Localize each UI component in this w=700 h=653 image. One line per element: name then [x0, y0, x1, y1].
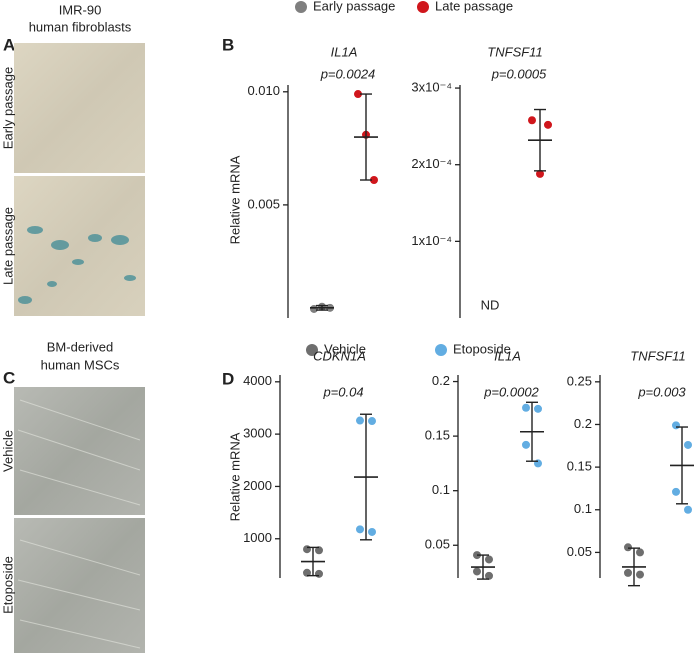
y-tick-label: 0.15 [425, 428, 450, 443]
data-point [303, 568, 311, 577]
y-tick-label: 4000 [243, 373, 272, 388]
legend-marker [417, 1, 429, 13]
data-point [310, 304, 318, 313]
data-point [368, 417, 376, 426]
y-tick-label: 0.1 [432, 482, 450, 497]
p-value: p=0.003 [637, 384, 686, 399]
image-title: IMR-90 [59, 2, 102, 17]
micrograph [14, 43, 145, 173]
cell-texture [17, 399, 141, 649]
data-point [473, 567, 481, 576]
data-point [303, 545, 311, 554]
legend-label: Late passage [435, 0, 513, 13]
data-point [315, 569, 323, 578]
data-point [522, 440, 530, 449]
y-tick-label: 0.2 [432, 373, 450, 388]
panel-label: B [222, 35, 234, 54]
p-value: p=0.0005 [491, 66, 547, 81]
data-point [354, 90, 362, 99]
data-point [356, 525, 364, 534]
data-point [534, 404, 542, 413]
y-tick-label: 0.05 [425, 537, 450, 552]
y-tick-label: 0.1 [574, 501, 592, 516]
image-label: Vehicle [0, 430, 15, 472]
y-tick-label: 0.010 [247, 83, 280, 98]
image-label: Early passage [0, 67, 15, 149]
legend-label: Etoposide [453, 341, 511, 356]
legend-marker [306, 344, 318, 356]
data-point [544, 120, 552, 129]
y-tick-label: 0.25 [567, 373, 592, 388]
stain [18, 226, 136, 304]
data-point [485, 571, 493, 580]
micrograph [14, 518, 145, 653]
p-value: p=0.04 [322, 384, 363, 399]
data-point [356, 416, 364, 425]
data-point [636, 548, 644, 557]
y-axis-label: Relative mRNA [227, 155, 242, 244]
subplot-title: IL1A [331, 44, 358, 59]
image-title: BM-derived [47, 339, 113, 354]
micrograph [14, 176, 145, 316]
subplot-title: CDKN1A [313, 348, 366, 363]
y-tick-label: 2x10⁻⁴ [411, 156, 452, 171]
y-tick-label: 1000 [243, 530, 272, 545]
data-point [485, 555, 493, 564]
subplot-title: TNFSF11 [487, 44, 542, 59]
y-tick-label: 0.05 [567, 544, 592, 559]
y-tick-label: 0.005 [247, 196, 280, 211]
panel-label: C [3, 368, 15, 387]
p-value: p=0.0002 [483, 384, 539, 399]
data-point [684, 440, 692, 449]
data-point [672, 421, 680, 430]
y-tick-label: 1x10⁻⁴ [411, 233, 452, 248]
data-point [684, 505, 692, 514]
legend-label: Vehicle [324, 341, 366, 356]
legend-label: Early passage [313, 0, 395, 13]
legend-marker [435, 344, 447, 356]
data-point [672, 487, 680, 496]
y-tick-label: 3x10⁻⁴ [411, 80, 452, 95]
data-point [368, 527, 376, 536]
data-point [624, 568, 632, 577]
y-tick-label: 3000 [243, 426, 272, 441]
image-title: human fibroblasts [29, 19, 132, 34]
data-point [636, 570, 644, 579]
legend-marker [295, 1, 307, 13]
data-point [528, 116, 536, 125]
subplot-title: TNFSF11 [630, 348, 685, 363]
image-title: human MSCs [41, 357, 120, 372]
data-point [624, 543, 632, 552]
subplot-title: IL1A [494, 348, 521, 363]
data-point [536, 169, 544, 178]
image-label: Etoposide [0, 556, 15, 614]
y-tick-label: 0.15 [567, 459, 592, 474]
p-value: p=0.0024 [320, 66, 376, 81]
data-point [315, 546, 323, 555]
micrograph [14, 387, 145, 515]
panel-label: A [3, 35, 15, 54]
y-tick-label: 0.2 [574, 416, 592, 431]
not-detected: ND [481, 297, 500, 312]
data-point [370, 176, 378, 185]
panel-label: D [222, 369, 234, 388]
image-label: Late passage [0, 207, 15, 285]
y-axis-label: Relative mRNA [227, 432, 242, 521]
y-tick-label: 2000 [243, 478, 272, 493]
data-point [522, 403, 530, 412]
